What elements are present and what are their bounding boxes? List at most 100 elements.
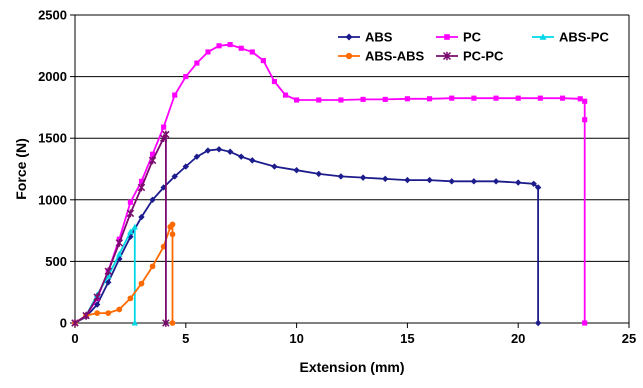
data-point [104, 267, 112, 276]
data-point [238, 153, 245, 160]
data-point [315, 170, 322, 178]
data-point [582, 320, 588, 326]
data-point [150, 151, 156, 157]
legend-swatch-marker [444, 34, 450, 40]
legend-label: PC [463, 30, 482, 45]
series-line [74, 224, 136, 324]
legend-label: PC-PC [463, 49, 504, 64]
data-point [149, 196, 156, 203]
legend-item: PC [436, 30, 482, 45]
data-point [470, 178, 478, 185]
data-point [577, 96, 583, 102]
data-point [471, 95, 477, 101]
data-point [169, 320, 176, 326]
axes [70, 14, 630, 328]
data-point [193, 153, 201, 160]
data-point [162, 130, 170, 139]
data-point [137, 183, 146, 192]
data-point [316, 97, 322, 103]
legend-swatch-marker [345, 33, 353, 41]
x-tick-label: 0 [71, 331, 78, 346]
data-point [216, 43, 222, 49]
data-point [131, 319, 139, 326]
data-point [449, 95, 455, 101]
data-point [249, 157, 256, 164]
data-point [204, 147, 212, 154]
data-point [493, 95, 499, 101]
data-point [115, 239, 124, 247]
y-tick-label: 500 [45, 254, 67, 269]
legend-item: PC-PC [436, 49, 504, 64]
y-tick-label: 2000 [38, 69, 67, 84]
data-point [537, 95, 543, 101]
data-point [293, 167, 300, 174]
series-pc-pc [71, 130, 170, 327]
data-point [404, 176, 411, 184]
data-point [116, 250, 123, 257]
gridlines [75, 14, 629, 262]
data-point [161, 124, 167, 130]
series-pc [72, 42, 588, 326]
data-point [126, 209, 135, 218]
data-point [93, 293, 101, 301]
legend-item: ABS-ABS [338, 49, 425, 64]
data-point [127, 228, 134, 235]
data-point [171, 173, 178, 180]
data-point [105, 279, 112, 286]
data-point [271, 78, 277, 85]
data-point [492, 178, 500, 185]
data-point [169, 231, 176, 238]
data-point [338, 97, 344, 103]
x-tick-label: 20 [511, 331, 525, 346]
data-point [82, 311, 90, 320]
data-point [559, 95, 566, 101]
legend-swatch-marker [442, 51, 452, 61]
x-tick-label: 10 [289, 331, 303, 346]
data-point [227, 42, 233, 48]
data-point [534, 319, 542, 327]
data-point [93, 301, 101, 308]
data-point [282, 92, 289, 98]
data-point [534, 184, 542, 191]
y-tick-label: 1500 [38, 131, 67, 146]
data-point [294, 97, 300, 103]
data-point [530, 180, 537, 187]
data-point [182, 163, 189, 170]
x-tick-label: 5 [182, 331, 189, 346]
data-point [138, 178, 145, 184]
x-tick-label: 25 [622, 331, 636, 346]
series-line [74, 43, 586, 324]
data-point [172, 92, 178, 98]
data-point [404, 96, 410, 102]
data-point [360, 96, 366, 102]
data-point [71, 319, 79, 327]
data-point [260, 58, 266, 64]
data-point [94, 310, 101, 317]
legend: ABS PC ABS-PC ABS-ABS PC-PC [338, 30, 609, 64]
data-point [426, 176, 433, 184]
data-point [162, 319, 170, 327]
data-point [215, 146, 223, 153]
data-point [337, 173, 345, 180]
data-point [515, 95, 521, 101]
data-point [148, 156, 157, 165]
data-point [169, 221, 176, 228]
data-point [238, 45, 244, 51]
legend-label: ABS-PC [559, 30, 609, 45]
legend-swatch-marker [539, 33, 547, 40]
data-point [582, 117, 588, 123]
legend-label: ABS [365, 30, 393, 45]
data-point [515, 179, 522, 186]
data-point [582, 98, 588, 104]
y-tick-label: 1000 [38, 192, 67, 207]
series-abs-pc [71, 223, 139, 326]
legend-item: ABS-PC [532, 30, 609, 45]
data-point [448, 178, 455, 185]
series-abs-abs [72, 221, 176, 326]
tick-labels: 0 5 10 15 20 25 0 500 1000 1500 2000 2500 [38, 8, 636, 347]
data-point [116, 306, 123, 313]
data-point [226, 148, 234, 155]
legend-swatch-marker [345, 52, 353, 60]
data-point [271, 163, 278, 170]
data-point [138, 213, 145, 221]
